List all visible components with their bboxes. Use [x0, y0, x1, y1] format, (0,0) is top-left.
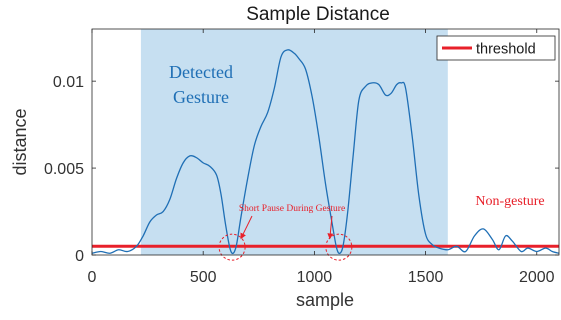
- detected-gesture-region: [140, 29, 448, 255]
- distance-series-line: [91, 49, 560, 255]
- detected-gesture-label-line1: Detected: [169, 62, 233, 82]
- y-axis-label: distance: [10, 108, 30, 175]
- y-tick-label: 0.005: [44, 161, 84, 178]
- short-pause-label: Short Pause During Gesture: [239, 204, 345, 214]
- pause-marker-arrow: [327, 215, 334, 240]
- y-tick-label: 0.01: [53, 74, 84, 91]
- x-tick-label: 0: [88, 269, 97, 286]
- non-gesture-label: Non-gesture: [475, 194, 544, 209]
- x-tick-label: 500: [190, 269, 217, 286]
- pause-marker-circle: [325, 233, 353, 261]
- x-tick-label: 1500: [408, 269, 444, 286]
- axis-ticks: 0 500 1000 1500 2000 0 0.005 0.01: [44, 29, 559, 286]
- pause-marker-circle: [218, 233, 246, 261]
- chart-title: Sample Distance: [246, 4, 390, 25]
- legend-threshold-label: threshold: [476, 42, 536, 58]
- y-tick-label: 0: [75, 248, 84, 265]
- x-axis-label: sample: [296, 290, 354, 310]
- x-tick-label: 2000: [519, 269, 555, 286]
- x-tick-label: 1000: [297, 269, 333, 286]
- pause-markers: [218, 215, 353, 261]
- plot-frame: [91, 28, 560, 256]
- legend: threshold: [436, 35, 556, 61]
- detected-gesture-label-line2: Gesture: [173, 87, 229, 107]
- pause-marker-arrow: [240, 215, 253, 240]
